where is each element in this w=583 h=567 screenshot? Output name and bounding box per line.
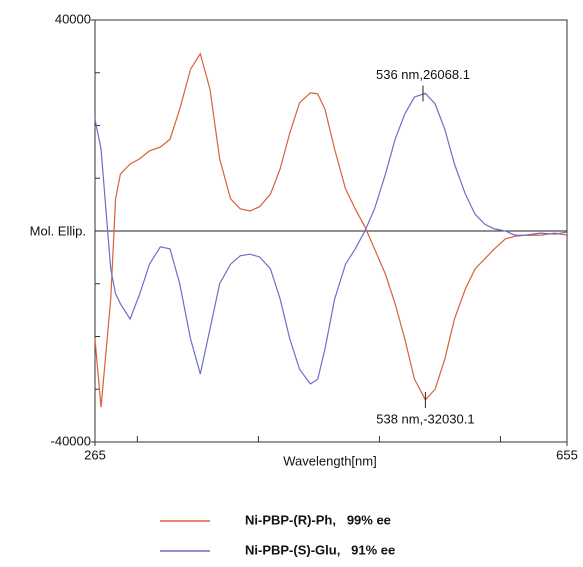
y-axis-label: Mol. Ellip. [30, 223, 86, 238]
series-line [94, 92, 568, 385]
annotation: 538 nm,-32030.1 [376, 411, 474, 426]
x-tick-label: 655 [556, 447, 578, 462]
annotation: 536 nm,26068.1 [376, 67, 470, 82]
series-line [94, 52, 568, 408]
x-axis-label: Wavelength[nm] [283, 453, 376, 468]
y-tick-label: -40000 [51, 433, 91, 448]
y-tick-label: 40000 [55, 11, 91, 26]
legend-label: Ni-PBP-(R)-Ph, 99% ee [245, 512, 391, 527]
x-tick-label: 265 [84, 447, 106, 462]
legend-label: Ni-PBP-(S)-Glu, 91% ee [245, 542, 395, 557]
